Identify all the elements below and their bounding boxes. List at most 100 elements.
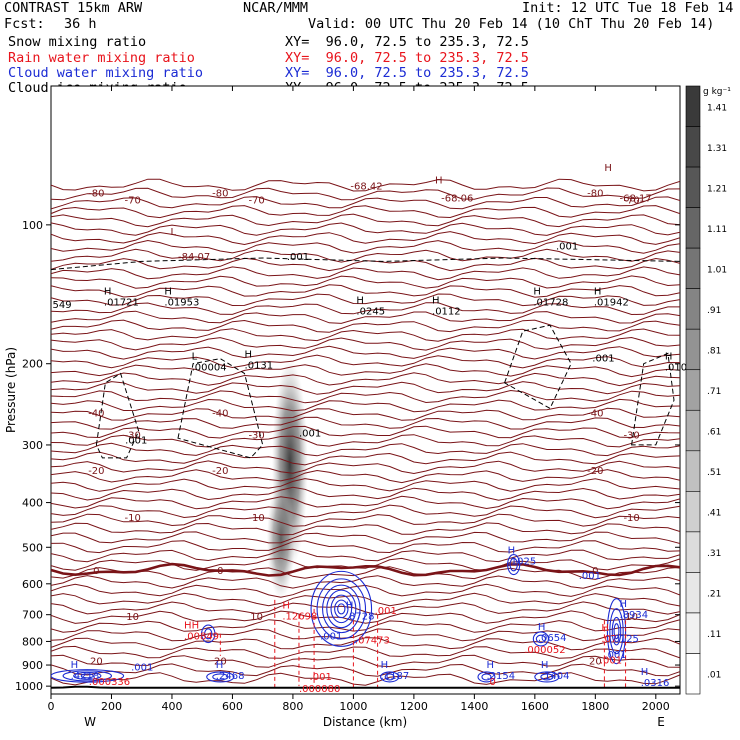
extremum-value: .4218 — [71, 671, 100, 682]
extremum-label: H.01942 — [594, 286, 629, 308]
extremum-label: 0 — [489, 677, 495, 688]
extremum-kind: H — [356, 296, 364, 307]
extremum-value: .001 — [320, 632, 342, 643]
extremum-label: .001 — [131, 662, 153, 673]
extremum-value: .0131 — [245, 361, 274, 372]
extremum-label: H.01728 — [533, 286, 568, 308]
colorbar-label: .61 — [707, 428, 721, 438]
isotherm — [51, 381, 680, 395]
colorbar-swatch — [685, 409, 701, 452]
extremum-kind: H — [541, 660, 549, 671]
cloud-water-contour — [477, 671, 496, 683]
extremum-kind: H — [594, 286, 602, 297]
colorbar-label: 1.11 — [707, 225, 727, 235]
terrain-surface — [51, 685, 680, 689]
cloud-water-contour — [201, 624, 216, 644]
extremum-label: H.07 — [601, 623, 617, 645]
colorbar-label: .01 — [707, 671, 721, 681]
y-tick-label: 600 — [22, 578, 43, 591]
colorbar-label: 1.01 — [707, 265, 727, 275]
isotherm-label: -70 — [124, 195, 140, 206]
isotherm — [51, 672, 680, 686]
isotherm — [51, 495, 680, 510]
cloud-water-contour — [62, 670, 113, 682]
isotherm-label: -10 — [248, 513, 264, 524]
extremum-value: .001 — [579, 571, 601, 582]
field-name-cloud-water: Cloud water mixing ratio — [8, 65, 204, 81]
isotherm — [51, 522, 680, 536]
extremum-label: .001 — [579, 571, 601, 582]
isotherm — [51, 275, 680, 289]
extremum-value: .2154 — [486, 671, 515, 682]
cloud-water-contour — [212, 673, 229, 681]
isotherm-label: 0 — [592, 566, 598, 577]
extremum-label: L — [170, 227, 176, 238]
isotherm — [51, 266, 680, 281]
cloud-water-contour — [380, 671, 400, 683]
cloud-water-contour — [310, 570, 373, 647]
west-end-label: W — [84, 715, 96, 729]
isotherm — [51, 354, 680, 369]
extremum-kind: H — [486, 660, 494, 671]
isotherm-label: -10 — [124, 513, 140, 524]
cloud-ice-contour — [503, 324, 572, 410]
isotherm — [51, 213, 680, 228]
colorbar-swatch — [685, 491, 701, 533]
extremum-value: .001 — [592, 354, 614, 365]
cloud-water-contour — [613, 623, 620, 640]
isotherm-label: -30 — [124, 431, 140, 442]
isotherm — [51, 222, 680, 236]
extremum-kind: H — [432, 296, 440, 307]
extremum-kind: H — [604, 163, 612, 174]
y-tick-label: 200 — [22, 358, 43, 371]
plot-area: -80 -80 -80 -70 -70 -70 -40 -40 -40 -30 -30 -30 -20 -… — [50, 85, 687, 695]
extremum-kind: HH — [184, 621, 199, 632]
extremum-value: .001 — [375, 606, 397, 617]
extremum-value: .1404 — [541, 671, 570, 682]
extremum-label: .001 — [310, 672, 332, 683]
extremum-value: 0125 — [613, 634, 638, 645]
forecast-hours: 36 h — [64, 16, 97, 32]
field-name-snow: Snow mixing ratio — [8, 34, 147, 50]
colorbar-label: .51 — [707, 468, 721, 478]
extremum-kind: H — [381, 660, 389, 671]
extremum-label: H.01953 — [164, 286, 199, 308]
cloud-water-contour — [206, 671, 235, 683]
x-tick-label: 800 — [282, 700, 303, 713]
x-tick-label: 200 — [101, 700, 122, 713]
extremum-value: .000052 — [524, 645, 565, 656]
extremum-value: .000080 — [299, 684, 340, 695]
extremum-kind: H — [435, 175, 443, 186]
extremum-value: .001 — [600, 656, 622, 667]
extremum-label: -84.07 — [178, 252, 210, 263]
colorbar-swatch — [685, 450, 701, 492]
colorbar-swatch — [685, 85, 701, 127]
extremum-kind: H — [282, 601, 290, 612]
extremum-kind: H — [508, 546, 516, 557]
isotherm — [51, 478, 680, 492]
isotherm — [51, 248, 680, 263]
isotherm — [51, 416, 680, 430]
isotherm — [51, 302, 680, 316]
extremum-value: .1025 — [508, 557, 537, 568]
extremum-value: .0654 — [538, 633, 567, 644]
isotherm — [51, 575, 680, 589]
isotherm — [51, 637, 680, 651]
extremum-label: H — [604, 163, 612, 174]
extremum-label: .000336 — [89, 677, 130, 688]
isotherm — [51, 425, 680, 439]
extremum-value: .001 — [604, 650, 626, 661]
colorbar-label: .81 — [707, 346, 721, 356]
field-xy-cloud-water: XY= 96.0, 72.5 to 235.3, 72.5 — [285, 65, 529, 81]
isotherm-label: -40 — [88, 408, 104, 419]
cloud-water-contour — [204, 628, 213, 640]
isotherm — [51, 442, 680, 457]
isotherm-label: -80 — [587, 188, 603, 199]
extremum-label: .001 — [320, 632, 342, 643]
x-tick-label: 1400 — [460, 700, 488, 713]
extremum-value: .00849 — [184, 632, 219, 643]
x-tick-label: 1800 — [581, 700, 609, 713]
extremum-label: H.0245 — [356, 296, 385, 318]
isotherm — [51, 239, 680, 254]
